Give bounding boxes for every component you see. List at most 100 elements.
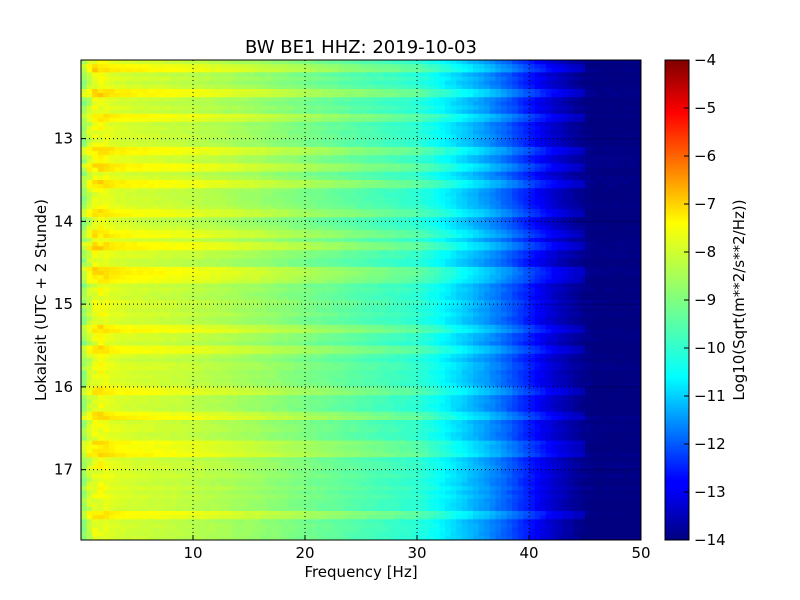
heatmap-cell bbox=[534, 200, 541, 206]
heatmap-cell bbox=[394, 233, 401, 239]
heatmap-cell bbox=[237, 109, 244, 115]
heatmap-cell bbox=[635, 171, 641, 177]
heatmap-cell bbox=[422, 76, 429, 82]
heatmap-cell bbox=[394, 122, 401, 127]
heatmap-cell bbox=[86, 134, 93, 140]
heatmap-cell bbox=[377, 113, 384, 119]
heatmap-cell bbox=[445, 146, 452, 152]
heatmap-cell bbox=[573, 68, 580, 74]
heatmap-cell bbox=[361, 134, 368, 140]
heatmap-cell bbox=[254, 258, 261, 264]
heatmap-cell bbox=[237, 204, 244, 210]
heatmap-cell bbox=[103, 254, 110, 260]
heatmap-cell bbox=[422, 254, 429, 260]
heatmap-cell bbox=[618, 196, 625, 202]
heatmap-cell bbox=[439, 180, 446, 185]
heatmap-cell bbox=[489, 217, 496, 222]
heatmap-cell bbox=[282, 221, 289, 227]
heatmap-cell bbox=[613, 196, 620, 202]
heatmap-cell bbox=[540, 184, 547, 189]
heatmap-cell bbox=[193, 213, 200, 218]
heatmap-cell bbox=[529, 204, 536, 210]
heatmap-cell bbox=[383, 242, 390, 247]
heatmap-cell bbox=[159, 213, 166, 218]
heatmap-cell bbox=[277, 192, 284, 198]
heatmap-cell bbox=[338, 72, 345, 78]
heatmap-cell bbox=[316, 122, 323, 127]
heatmap-cell bbox=[422, 233, 429, 239]
heatmap-cell bbox=[333, 192, 340, 198]
heatmap-cell bbox=[517, 229, 524, 235]
heatmap-cell bbox=[372, 250, 379, 256]
heatmap-cell bbox=[204, 138, 211, 144]
heatmap-cell bbox=[305, 155, 312, 160]
heatmap-cell bbox=[501, 122, 508, 127]
heatmap-cell bbox=[198, 146, 205, 152]
heatmap-cell bbox=[433, 217, 440, 222]
heatmap-cell bbox=[450, 64, 457, 69]
heatmap-cell bbox=[142, 221, 149, 227]
heatmap-cell bbox=[372, 60, 379, 65]
heatmap-cell bbox=[551, 167, 558, 173]
heatmap-cell bbox=[445, 134, 452, 140]
heatmap-cell bbox=[153, 60, 160, 65]
heatmap-cell bbox=[562, 237, 569, 243]
heatmap-cell bbox=[305, 72, 312, 78]
heatmap-cell bbox=[461, 80, 468, 86]
heatmap-cell bbox=[254, 208, 261, 214]
heatmap-cell bbox=[389, 130, 396, 136]
heatmap-cell bbox=[618, 208, 625, 214]
heatmap-cell bbox=[512, 97, 519, 102]
heatmap-cell bbox=[137, 188, 144, 194]
heatmap-cell bbox=[613, 262, 620, 268]
heatmap-cell bbox=[81, 180, 88, 185]
heatmap-cell bbox=[221, 180, 228, 185]
heatmap-cell bbox=[165, 200, 172, 206]
heatmap-cell bbox=[585, 188, 592, 194]
heatmap-cell bbox=[316, 159, 323, 165]
heatmap-cell bbox=[170, 204, 177, 210]
heatmap-cell bbox=[377, 167, 384, 173]
heatmap-cell bbox=[512, 208, 519, 214]
heatmap-cell bbox=[221, 142, 228, 148]
heatmap-cell bbox=[344, 217, 351, 222]
heatmap-cell bbox=[221, 192, 228, 198]
heatmap-cell bbox=[428, 101, 435, 107]
heatmap-cell bbox=[461, 246, 468, 251]
heatmap-cell bbox=[237, 200, 244, 206]
heatmap-cell bbox=[198, 175, 205, 181]
heatmap-cell bbox=[573, 242, 580, 247]
heatmap-cell bbox=[417, 233, 424, 239]
heatmap-cell bbox=[204, 76, 211, 82]
heatmap-cell bbox=[254, 262, 261, 268]
heatmap-cell bbox=[181, 254, 188, 260]
heatmap-cell bbox=[568, 192, 575, 198]
heatmap-cell bbox=[254, 105, 261, 111]
heatmap-cell bbox=[540, 229, 547, 235]
heatmap-cell bbox=[305, 225, 312, 231]
heatmap-cell bbox=[237, 117, 244, 123]
heatmap-cell bbox=[232, 200, 239, 206]
heatmap-cell bbox=[607, 196, 614, 202]
heatmap-cell bbox=[377, 188, 384, 194]
heatmap-cell bbox=[545, 262, 552, 268]
heatmap-cell bbox=[288, 84, 295, 90]
heatmap-cell bbox=[467, 76, 474, 82]
heatmap-cell bbox=[338, 105, 345, 111]
heatmap-cell bbox=[596, 233, 603, 239]
heatmap-cell bbox=[400, 167, 407, 173]
heatmap-cell bbox=[445, 80, 452, 86]
heatmap-cell bbox=[377, 200, 384, 206]
heatmap-cell bbox=[512, 237, 519, 243]
heatmap-cell bbox=[165, 130, 172, 136]
heatmap-cell bbox=[165, 76, 172, 82]
heatmap-cell bbox=[355, 175, 362, 181]
heatmap-cell bbox=[120, 80, 127, 86]
heatmap-cell bbox=[624, 204, 631, 210]
heatmap-cell bbox=[372, 217, 379, 222]
heatmap-cell bbox=[484, 60, 491, 65]
heatmap-cell bbox=[562, 254, 569, 260]
heatmap-cell bbox=[170, 225, 177, 231]
heatmap-cell bbox=[400, 242, 407, 247]
heatmap-cell bbox=[383, 196, 390, 202]
